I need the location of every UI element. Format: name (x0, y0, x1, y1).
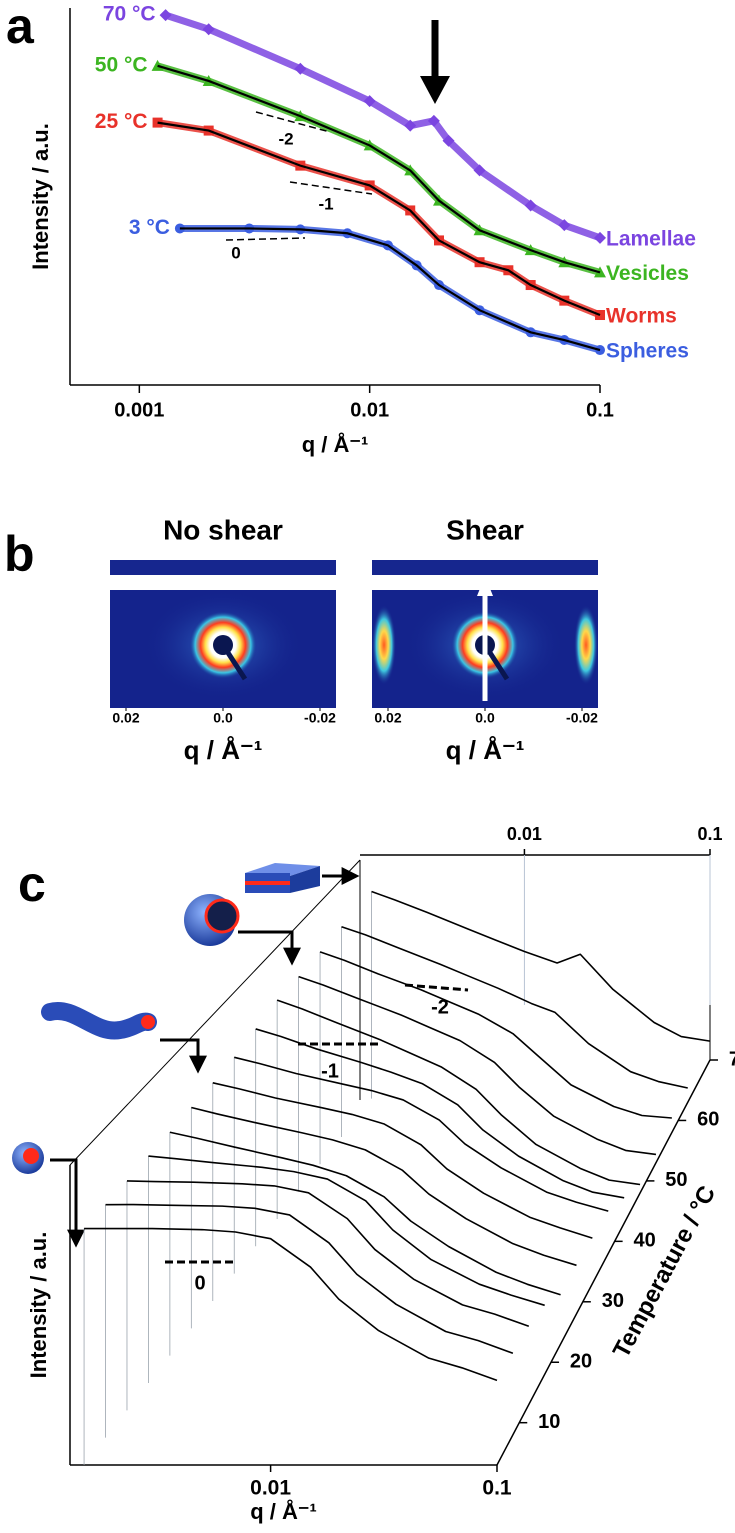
shear-arrow (477, 576, 493, 596)
z-tick-label: 70 (729, 1048, 735, 1070)
fit-line (179, 227, 601, 352)
marker (427, 114, 440, 127)
waterfall-curve (126, 1180, 530, 1328)
series-label: 70 °C (103, 3, 156, 26)
slope-guide (289, 181, 373, 195)
z-tick-label: 10 (538, 1411, 560, 1433)
z-tick-label: 50 (665, 1169, 687, 1191)
y-axis-label: Intensity / a.u. (26, 1232, 51, 1379)
panel-label: a (6, 0, 35, 54)
fit-line (157, 121, 601, 317)
back-x-tick-label: 0.01 (507, 824, 542, 844)
z-tick-label: 40 (634, 1230, 656, 1252)
panel-title: No shear (163, 514, 283, 545)
marker (294, 62, 307, 75)
x-tick-label: 0.02 (112, 710, 139, 726)
marker (524, 199, 537, 212)
waterfall-curve (341, 926, 688, 1089)
z-tick-label: 60 (697, 1109, 719, 1131)
marker (151, 59, 164, 71)
marker (159, 9, 172, 22)
legend-label: Lamellae (606, 227, 696, 250)
slope-label: 0 (194, 1272, 205, 1294)
waterfall-curve (276, 999, 641, 1186)
slope-label: -1 (318, 194, 333, 213)
x-tick-label: 0.0 (213, 710, 233, 726)
legend-label: Worms (606, 305, 677, 328)
series-label: 3 °C (129, 216, 170, 239)
z-tick-label: 30 (602, 1290, 624, 1312)
series-label: 50 °C (95, 53, 148, 76)
legend-label: Vesicles (606, 262, 689, 285)
x-tick-label: 0.01 (250, 1477, 291, 1500)
slope-label: -1 (321, 1060, 339, 1082)
slope-label: 0 (231, 243, 240, 262)
x-tick-label: -0.02 (304, 710, 336, 726)
waterfall-curve (371, 890, 711, 1042)
x-tick-label: -0.02 (566, 710, 598, 726)
marker (442, 134, 455, 147)
waterfall-curve (319, 951, 672, 1119)
wall-edge (69, 859, 361, 1166)
x-tick-label: 0.1 (586, 399, 614, 421)
x-tick-label: 0.01 (350, 399, 389, 421)
z-axis (496, 1059, 711, 1466)
slope-guide (404, 983, 469, 992)
lamella-icon (245, 863, 360, 893)
shear-lobe (372, 605, 396, 685)
z-tick-label: 20 (570, 1351, 592, 1373)
vesicle-icon (184, 894, 301, 966)
marker (404, 119, 417, 132)
x-axis-label: q / Å⁻¹ (446, 735, 525, 765)
waterfall-curve (84, 1227, 498, 1382)
panel-label: b (4, 526, 35, 582)
marker (558, 219, 571, 232)
panel-label: c (18, 856, 46, 912)
series-label: 25 °C (95, 110, 148, 133)
sphere-icon (12, 1142, 85, 1248)
waterfall-curve (169, 1131, 561, 1296)
slope-label: -2 (278, 129, 293, 148)
marker (473, 164, 486, 177)
beam-stop (213, 635, 233, 655)
worm-icon (41, 1001, 207, 1074)
slope-guide (225, 237, 306, 241)
waterfall-curve (212, 1082, 593, 1239)
waterfall-curve (148, 1155, 545, 1307)
x-tick-label: 0.001 (114, 399, 164, 421)
x-axis-label: q / Å⁻¹ (250, 1498, 317, 1524)
legend-label: Spheres (606, 340, 689, 363)
waterfall-curve (234, 1056, 609, 1212)
x-tick-label: 0.1 (482, 1477, 512, 1500)
marker (202, 23, 215, 36)
x-tick-label: 0.02 (374, 710, 401, 726)
marker (594, 231, 606, 244)
y-axis-label: Intensity / a.u. (28, 123, 53, 270)
slope-label: -2 (431, 996, 449, 1018)
x-tick-label: 0.0 (475, 710, 495, 726)
back-x-tick-label: 0.1 (697, 824, 722, 844)
detector-strip (110, 560, 336, 575)
waterfall-curve (298, 975, 657, 1156)
z-axis-label: Temperature / °C (608, 1181, 721, 1362)
panel-title: Shear (446, 514, 524, 545)
detector-strip (372, 560, 598, 575)
waterfall-curve (105, 1203, 514, 1355)
shear-lobe (574, 605, 598, 685)
x-axis-label: q / Å⁻¹ (184, 735, 263, 765)
marker (363, 95, 376, 108)
peak-arrow (420, 20, 450, 104)
fit-line (157, 64, 601, 274)
waterfall-curve (191, 1106, 577, 1267)
slope-guide (255, 111, 331, 133)
x-axis-label: q / Å⁻¹ (302, 431, 369, 457)
waterfall-curve (255, 1028, 625, 1199)
